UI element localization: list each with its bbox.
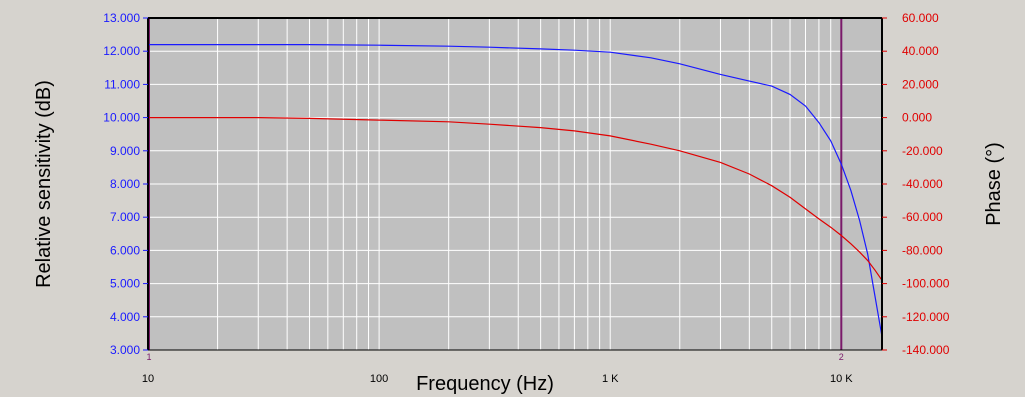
y-tick-label-right: -40.000 xyxy=(902,177,943,191)
y-tick-label-left: 7.000 xyxy=(110,210,140,224)
sensitivity-line xyxy=(148,43,883,337)
x-tick-label: 1 K xyxy=(602,373,619,385)
y-tick-label-right: -80.000 xyxy=(902,243,943,257)
axes: 3.0004.0005.0006.0007.0008.0009.00010.00… xyxy=(103,11,949,385)
cursor-label: 2 xyxy=(839,352,844,362)
x-tick-label: 10 K xyxy=(830,373,853,385)
y-tick-label-left: 10.000 xyxy=(103,111,140,125)
y-tick-label-right: 40.000 xyxy=(902,44,939,58)
y-tick-label-right: 60.000 xyxy=(902,11,939,25)
y-tick-label-left: 11.000 xyxy=(104,77,140,91)
y-tick-label-left: 13.000 xyxy=(103,11,140,25)
y-tick-label-left: 8.000 xyxy=(110,177,140,191)
y-tick-label-right: -60.000 xyxy=(902,210,943,224)
series xyxy=(148,43,883,337)
phase-line xyxy=(148,116,883,281)
y-tick-label-left: 9.000 xyxy=(110,144,140,158)
y-tick-label-left: 3.000 xyxy=(110,343,140,357)
y-tick-label-left: 12.000 xyxy=(103,44,140,58)
cursor-label: 1 xyxy=(146,352,151,362)
x-tick-label: 100 xyxy=(370,373,388,385)
labels: Relative sensitivity (dB) Phase (°) Freq… xyxy=(33,80,1005,395)
y-tick-label-right: -140.000 xyxy=(902,343,950,357)
y-tick-label-right: -20.000 xyxy=(902,144,943,158)
y-axis-left-label: Relative sensitivity (dB) xyxy=(33,80,55,288)
y-tick-label-right: 20.000 xyxy=(902,77,939,91)
y-tick-label-left: 4.000 xyxy=(110,310,140,324)
y-tick-label-right: -120.000 xyxy=(902,310,950,324)
x-tick-label: 10 xyxy=(142,373,154,385)
y-tick-label-left: 5.000 xyxy=(110,277,140,291)
y-tick-label-right: 0.000 xyxy=(902,111,932,125)
y-axis-right-label: Phase (°) xyxy=(983,142,1005,226)
y-tick-label-left: 6.000 xyxy=(110,243,140,257)
y-tick-label-right: -100.000 xyxy=(902,277,950,291)
x-axis-label: Frequency (Hz) xyxy=(416,373,554,395)
